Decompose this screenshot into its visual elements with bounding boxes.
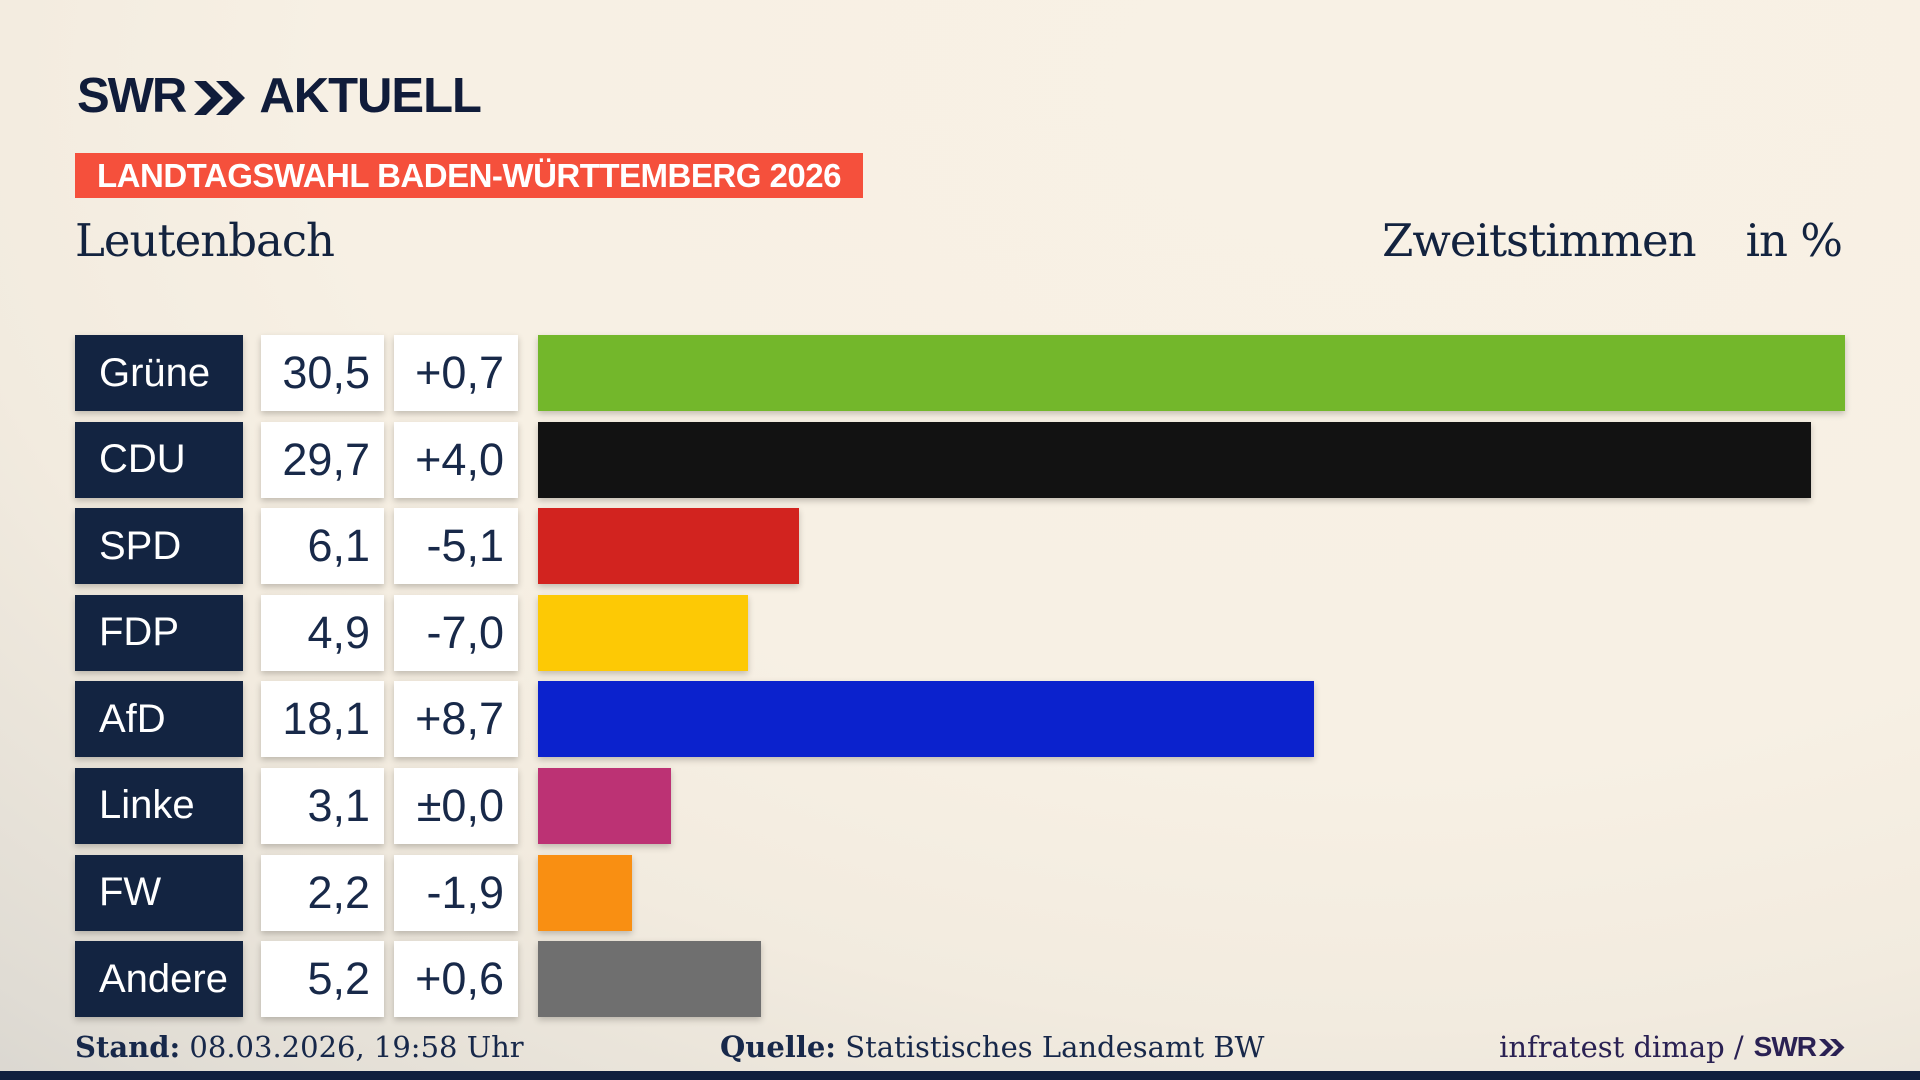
swr-double-chevron-icon <box>194 80 246 115</box>
election-banner: LANDTAGSWAHL BADEN-WÜRTTEMBERG 2026 <box>75 153 863 198</box>
stand-label: Stand: <box>75 1030 181 1064</box>
result-row-spd: SPD 6,1 -5,1 <box>75 508 1845 585</box>
result-bar <box>538 421 1811 498</box>
bar-track <box>538 941 1845 1018</box>
change-cell: +4,0 <box>394 421 518 498</box>
party-label: Grüne <box>75 335 243 411</box>
party-label: SPD <box>75 508 243 585</box>
change-cell: +0,7 <box>394 335 518 411</box>
swr-aktuell-logo: SWR AKTUELL <box>77 69 482 123</box>
value-cell: 3,1 <box>261 767 384 844</box>
credit-note: infratest dimap / SWR <box>1499 1031 1845 1063</box>
bar-track <box>538 335 1845 411</box>
result-bar <box>538 508 800 585</box>
result-bar <box>538 941 761 1018</box>
bar-track <box>538 767 1845 844</box>
change-cell: -5,1 <box>394 508 518 585</box>
bar-track <box>538 854 1845 931</box>
change-cell: ±0,0 <box>394 767 518 844</box>
change-cell: -1,9 <box>394 854 518 931</box>
swr-mini-chevron-icon <box>1819 1038 1845 1056</box>
value-cell: 2,2 <box>261 854 384 931</box>
stand-value: 08.03.2026, 19:58 Uhr <box>189 1030 524 1064</box>
result-bar <box>538 681 1314 758</box>
bar-track <box>538 421 1845 498</box>
result-row-andere: Andere 5,2 +0,6 <box>75 941 1845 1018</box>
result-row-afd: AfD 18,1 +8,7 <box>75 681 1845 758</box>
quelle-value: Statistisches Landesamt BW <box>845 1030 1265 1064</box>
value-cell: 5,2 <box>261 941 384 1018</box>
source-note: Quelle: Statistisches Landesamt BW <box>720 1031 1264 1063</box>
quelle-label: Quelle: <box>720 1030 836 1064</box>
result-row-gruene: Grüne 30,5 +0,7 <box>75 335 1845 411</box>
party-label: AfD <box>75 681 243 758</box>
bar-track <box>538 681 1845 758</box>
results-chart: Grüne 30,5 +0,7 CDU 29,7 +4,0 SPD 6,1 -5… <box>75 335 1845 1018</box>
value-cell: 6,1 <box>261 508 384 585</box>
change-cell: +8,7 <box>394 681 518 758</box>
vote-type-label: Zweitstimmen <box>1382 214 1696 267</box>
swr-mini-logo: SWR <box>1754 1031 1845 1063</box>
aktuell-logo-text: AKTUELL <box>259 69 482 123</box>
result-row-fw: FW 2,2 -1,9 <box>75 854 1845 931</box>
result-row-linke: Linke 3,1 ±0,0 <box>75 767 1845 844</box>
result-row-cdu: CDU 29,7 +4,0 <box>75 421 1845 498</box>
swr-mini-logo-text: SWR <box>1753 1031 1817 1062</box>
value-cell: 29,7 <box>261 421 384 498</box>
value-cell: 18,1 <box>261 681 384 758</box>
vote-type-title: Zweitstimmen in % <box>1382 214 1843 267</box>
swr-logo-text: SWR <box>77 69 187 123</box>
unit-label: in % <box>1745 214 1843 267</box>
result-bar <box>538 854 633 931</box>
bottom-accent-strip <box>0 1071 1920 1080</box>
party-label: FW <box>75 854 243 931</box>
credit-text: infratest dimap / <box>1499 1030 1744 1064</box>
party-label: Andere <box>75 941 243 1018</box>
change-cell: -7,0 <box>394 594 518 671</box>
result-bar <box>538 767 671 844</box>
municipality-title: Leutenbach <box>75 214 335 267</box>
change-cell: +0,6 <box>394 941 518 1018</box>
bar-track <box>538 594 1845 671</box>
result-bar <box>538 335 1845 411</box>
party-label: FDP <box>75 594 243 671</box>
result-bar <box>538 594 749 671</box>
value-cell: 4,9 <box>261 594 384 671</box>
party-label: Linke <box>75 767 243 844</box>
bar-track <box>538 508 1845 585</box>
status-timestamp: Stand: 08.03.2026, 19:58 Uhr <box>75 1031 524 1063</box>
result-row-fdp: FDP 4,9 -7,0 <box>75 594 1845 671</box>
party-label: CDU <box>75 421 243 498</box>
value-cell: 30,5 <box>261 335 384 411</box>
